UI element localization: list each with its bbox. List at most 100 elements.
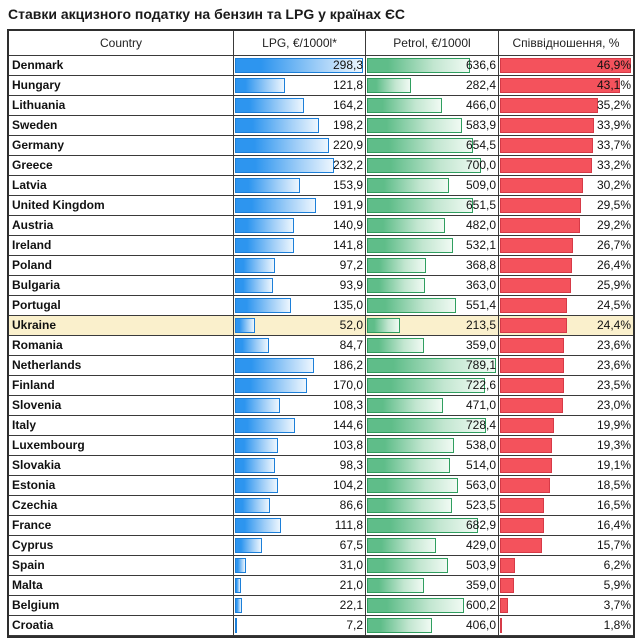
country-cell: Slovakia <box>9 456 234 476</box>
country-cell: Slovenia <box>9 396 234 416</box>
lpg-cell: 144,6 <box>234 416 366 436</box>
ratio-value: 16,4% <box>596 518 631 532</box>
country-cell: Malta <box>9 576 234 596</box>
ratio-cell: 23,6% <box>499 356 633 376</box>
petrol-cell: 651,5 <box>366 196 499 216</box>
petrol-cell: 654,5 <box>366 136 499 156</box>
country-cell: Italy <box>9 416 234 436</box>
petrol-value: 551,4 <box>465 298 496 312</box>
petrol-bar <box>367 378 485 393</box>
petrol-bar <box>367 118 462 133</box>
ratio-value: 19,3% <box>596 438 631 452</box>
petrol-bar <box>367 218 445 233</box>
ratio-value: 19,9% <box>596 418 631 432</box>
petrol-bar <box>367 538 436 553</box>
petrol-bar <box>367 498 452 513</box>
lpg-bar <box>235 78 286 93</box>
ratio-cell: 46,9% <box>499 56 633 76</box>
ratio-value: 24,5% <box>596 298 631 312</box>
petrol-value: 538,0 <box>465 438 496 452</box>
petrol-bar <box>367 138 474 153</box>
lpg-value: 164,2 <box>332 98 363 112</box>
lpg-value: 141,8 <box>332 238 363 252</box>
ratio-bar <box>500 418 554 433</box>
petrol-value: 651,5 <box>465 198 496 212</box>
petrol-value: 359,0 <box>465 338 496 352</box>
ratio-cell: 29,2% <box>499 216 633 236</box>
ratio-cell: 24,4% <box>499 316 633 336</box>
petrol-bar <box>367 78 412 93</box>
petrol-value: 503,9 <box>465 558 496 572</box>
ratio-value: 30,2% <box>596 178 631 192</box>
lpg-cell: 67,5 <box>234 536 366 556</box>
petrol-bar <box>367 578 425 593</box>
ratio-cell: 5,9% <box>499 576 633 596</box>
ratio-cell: 35,2% <box>499 96 633 116</box>
petrol-value: 429,0 <box>465 538 496 552</box>
petrol-bar <box>367 358 496 373</box>
column-header-country: Country <box>9 31 234 56</box>
ratio-bar <box>500 498 545 513</box>
ratio-bar <box>500 518 544 533</box>
lpg-bar <box>235 318 255 333</box>
column-header-petrol: Petrol, €/1000l <box>366 31 499 56</box>
ratio-bar <box>500 578 514 593</box>
lpg-bar <box>235 338 270 353</box>
petrol-cell: 700,0 <box>366 156 499 176</box>
lpg-bar <box>235 618 237 633</box>
petrol-value: 532,1 <box>465 238 496 252</box>
lpg-bar <box>235 358 314 373</box>
ratio-bar <box>500 318 567 333</box>
lpg-cell: 7,2 <box>234 616 366 636</box>
petrol-value: 471,0 <box>465 398 496 412</box>
lpg-cell: 135,0 <box>234 296 366 316</box>
petrol-bar <box>367 198 473 213</box>
ratio-cell: 29,5% <box>499 196 633 216</box>
country-cell: Cyprus <box>9 536 234 556</box>
ratio-cell: 23,5% <box>499 376 633 396</box>
lpg-cell: 104,2 <box>234 476 366 496</box>
petrol-value: 359,0 <box>465 578 496 592</box>
column-header-lpg: LPG, €/1000l* <box>234 31 366 56</box>
lpg-cell: 108,3 <box>234 396 366 416</box>
ratio-bar <box>500 258 573 273</box>
lpg-cell: 298,3 <box>234 56 366 76</box>
lpg-bar <box>235 598 242 613</box>
lpg-cell: 93,9 <box>234 276 366 296</box>
petrol-value: 722,6 <box>465 378 496 392</box>
ratio-bar <box>500 178 584 193</box>
ratio-value: 18,5% <box>596 478 631 492</box>
lpg-bar <box>235 98 305 113</box>
petrol-cell: 538,0 <box>366 436 499 456</box>
ratio-bar <box>500 58 631 73</box>
page-title: Ставки акцизного податку на бензин та LP… <box>8 6 406 22</box>
lpg-cell: 98,3 <box>234 456 366 476</box>
ratio-cell: 1,8% <box>499 616 633 636</box>
country-cell: Sweden <box>9 116 234 136</box>
ratio-bar <box>500 238 574 253</box>
petrol-value: 700,0 <box>465 158 496 172</box>
ratio-bar <box>500 278 571 293</box>
petrol-value: 789,1 <box>465 358 496 372</box>
ratio-bar <box>500 198 582 213</box>
petrol-cell: 471,0 <box>366 396 499 416</box>
petrol-cell: 551,4 <box>366 296 499 316</box>
ratio-cell: 18,5% <box>499 476 633 496</box>
lpg-value: 104,2 <box>332 478 363 492</box>
lpg-cell: 191,9 <box>234 196 366 216</box>
lpg-bar <box>235 418 296 433</box>
lpg-bar <box>235 158 334 173</box>
petrol-cell: 429,0 <box>366 536 499 556</box>
petrol-bar <box>367 458 450 473</box>
petrol-cell: 359,0 <box>366 336 499 356</box>
lpg-cell: 198,2 <box>234 116 366 136</box>
lpg-cell: 103,8 <box>234 436 366 456</box>
lpg-bar <box>235 118 320 133</box>
petrol-bar <box>367 178 450 193</box>
ratio-cell: 16,4% <box>499 516 633 536</box>
petrol-value: 728,4 <box>465 418 496 432</box>
ratio-value: 43,1% <box>596 78 631 92</box>
lpg-value: 86,6 <box>339 498 363 512</box>
lpg-bar <box>235 278 274 293</box>
lpg-value: 220,9 <box>332 138 363 152</box>
